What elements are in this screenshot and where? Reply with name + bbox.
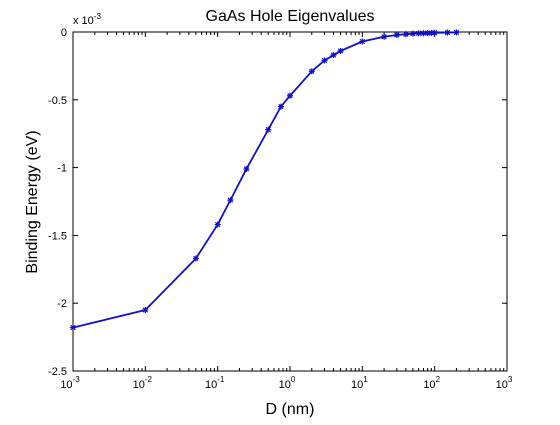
data-point-marker: [308, 68, 315, 75]
data-point-marker: [265, 126, 272, 133]
data-point-marker: [402, 31, 409, 38]
data-point-marker: [330, 52, 337, 59]
x-tick-label: 102: [423, 375, 440, 391]
series-layer: [70, 29, 460, 331]
data-point-marker: [359, 38, 366, 45]
data-point-marker: [420, 30, 427, 37]
data-point-marker: [444, 29, 451, 36]
data-point-marker: [192, 255, 199, 262]
data-point-marker: [243, 165, 250, 172]
y-tick-label: -2.5: [48, 366, 67, 378]
y-tick-label: -2: [57, 298, 67, 310]
data-point-marker: [453, 29, 460, 36]
data-point-marker: [70, 324, 76, 331]
data-point-marker: [337, 47, 344, 54]
y-axis-label: Binding Energy (eV): [24, 130, 41, 273]
x-axis-label: D (nm): [266, 401, 315, 418]
data-point-marker: [287, 92, 293, 99]
data-point-marker: [393, 31, 400, 38]
x-tick-label: 101: [351, 375, 368, 391]
x-tick-label: 10-2: [133, 375, 153, 391]
x-tick-label: 10-1: [205, 375, 225, 391]
data-point-marker: [431, 29, 438, 36]
data-point-marker: [277, 103, 284, 110]
x-tick-label: 10-3: [60, 375, 80, 391]
data-point-marker: [214, 221, 221, 228]
chart-title: GaAs Hole Eigenvalues: [206, 8, 375, 25]
y-tick-label: 0: [61, 27, 67, 39]
x-tick-label: 100: [279, 375, 296, 391]
data-point-marker: [321, 57, 328, 64]
data-point-marker: [227, 197, 234, 204]
y-axis-multiplier: x 10-3: [73, 12, 101, 27]
y-tick-label: -0.5: [48, 95, 67, 107]
x-axis: 10-3 10-2 10-1 100 101 102 103: [60, 32, 513, 391]
x-tick-label: 103: [496, 375, 513, 391]
data-point-marker: [142, 306, 149, 313]
data-point-marker: [409, 30, 416, 37]
y-tick-label: -1.5: [48, 230, 67, 242]
y-tick-label: -1: [57, 163, 67, 175]
data-point-marker: [381, 33, 388, 40]
y-axis: 0 -0.5 -1 -1.5 -2 -2.5: [48, 27, 507, 378]
